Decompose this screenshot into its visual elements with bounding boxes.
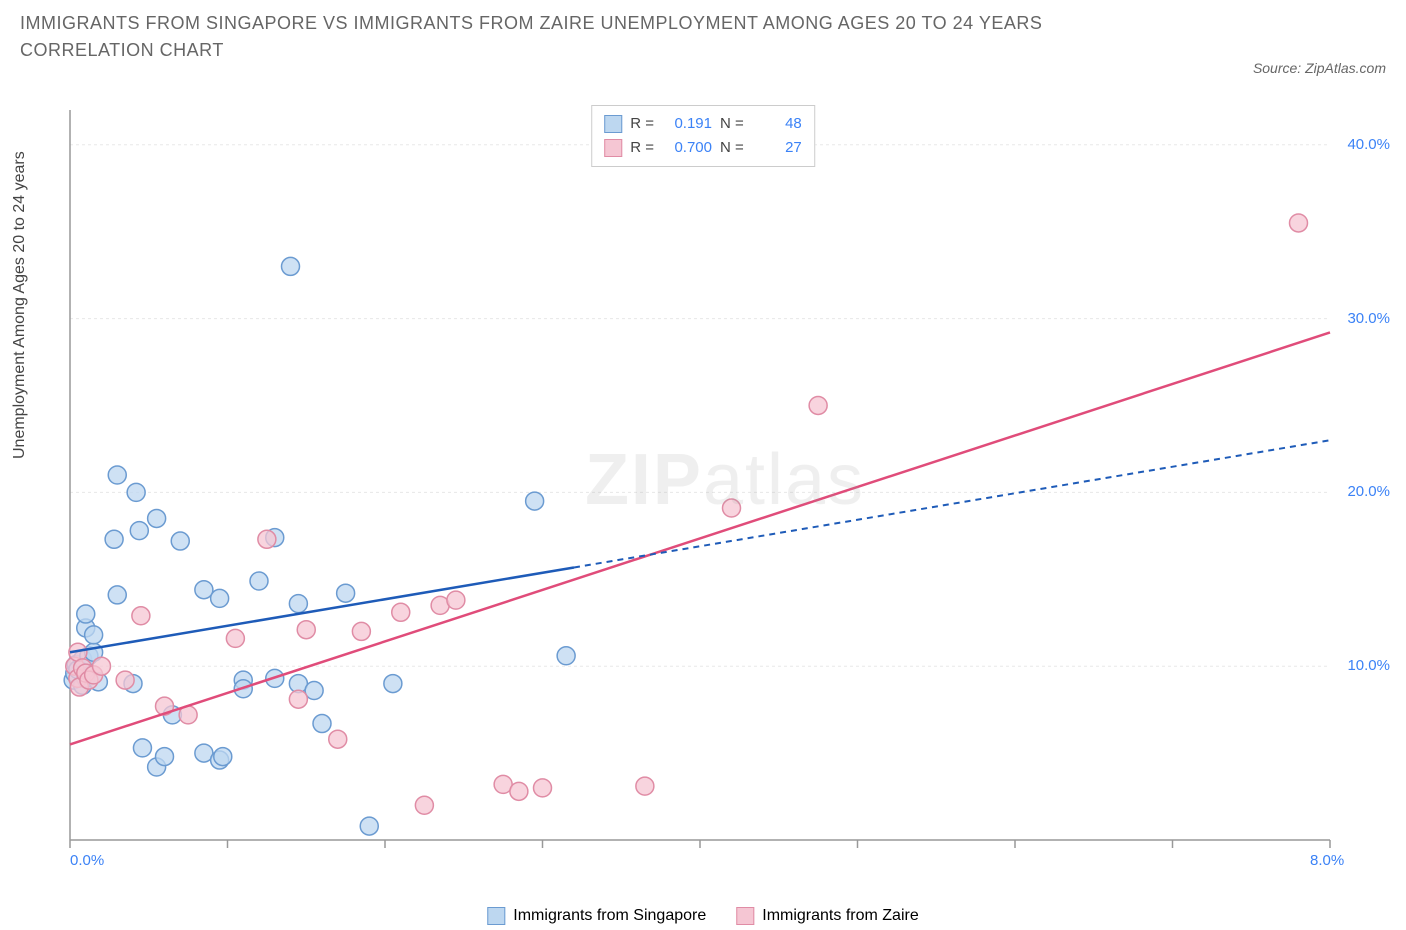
source-attribution: Source: ZipAtlas.com — [1253, 60, 1386, 76]
n-value-singapore: 48 — [752, 112, 802, 136]
r-label: R = — [630, 112, 654, 136]
y-tick-label: 40.0% — [1347, 136, 1390, 153]
legend-label-zaire: Immigrants from Zaire — [762, 907, 918, 925]
r-value-singapore: 0.191 — [662, 112, 712, 136]
legend-swatch-singapore — [604, 115, 622, 133]
n-label: N = — [720, 112, 744, 136]
r-label: R = — [630, 136, 654, 160]
legend-row-zaire: R = 0.700 N = 27 — [604, 136, 802, 160]
chart-area: ZIPatlas 0.0%8.0%10.0%20.0%30.0%40.0% — [60, 100, 1390, 860]
x-tick-label: 0.0% — [70, 852, 104, 869]
y-tick-label: 30.0% — [1347, 310, 1390, 327]
series-legend: Immigrants from Singapore Immigrants fro… — [487, 907, 918, 925]
correlation-legend: R = 0.191 N = 48 R = 0.700 N = 27 — [591, 105, 815, 167]
r-value-zaire: 0.700 — [662, 136, 712, 160]
x-tick-label: 8.0% — [1310, 852, 1344, 869]
chart-title: IMMIGRANTS FROM SINGAPORE VS IMMIGRANTS … — [20, 10, 1120, 64]
legend-label-singapore: Immigrants from Singapore — [513, 907, 706, 925]
legend-item-singapore: Immigrants from Singapore — [487, 907, 706, 925]
y-tick-label: 10.0% — [1347, 657, 1390, 674]
legend-row-singapore: R = 0.191 N = 48 — [604, 112, 802, 136]
y-tick-label: 20.0% — [1347, 483, 1390, 500]
y-axis-label: Unemployment Among Ages 20 to 24 years — [11, 151, 29, 459]
n-label: N = — [720, 136, 744, 160]
legend-swatch-zaire — [604, 139, 622, 157]
legend-item-zaire: Immigrants from Zaire — [736, 907, 918, 925]
scatter-plot-svg — [60, 100, 1390, 860]
legend-swatch-zaire — [736, 907, 754, 925]
n-value-zaire: 27 — [752, 136, 802, 160]
legend-swatch-singapore — [487, 907, 505, 925]
